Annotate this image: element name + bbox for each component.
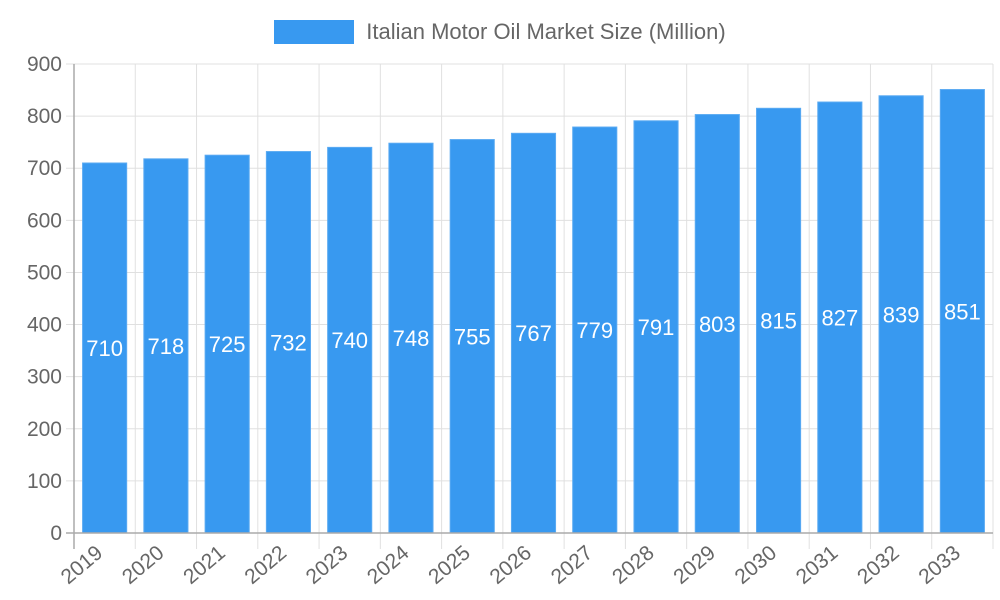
bar-2033[interactable]: [939, 89, 985, 534]
bar-2028[interactable]: [633, 120, 679, 534]
bar-value-label: 718: [148, 334, 185, 359]
x-tick-label: 2029: [669, 541, 720, 589]
legend-label: Italian Motor Oil Market Size (Million): [366, 19, 726, 44]
y-tick-label: 200: [27, 418, 62, 441]
x-tick-label: 2022: [240, 541, 291, 589]
y-tick-label: 700: [27, 157, 62, 180]
y-tick-label: 800: [27, 105, 62, 128]
bar-value-label: 791: [638, 315, 675, 340]
bar-value-label: 755: [454, 324, 491, 349]
bar-2027[interactable]: [572, 126, 618, 534]
x-tick-label: 2023: [302, 541, 353, 589]
bar-2031[interactable]: [817, 101, 863, 534]
axes: [66, 64, 993, 549]
bar-value-label: 827: [821, 306, 858, 331]
legend-swatch: [274, 20, 355, 44]
bar-value-label: 803: [699, 312, 736, 337]
bar-value-label: 732: [270, 330, 307, 355]
chart-legend[interactable]: Italian Motor Oil Market Size (Million): [0, 17, 1000, 47]
x-tick-label: 2033: [914, 541, 965, 589]
bar-value-label: 710: [86, 336, 123, 361]
bar-value-label: 748: [393, 326, 430, 351]
y-tick-label: 300: [27, 366, 62, 389]
x-tick-label: 2025: [424, 541, 475, 589]
x-tick-label: 2024: [363, 541, 414, 589]
y-tick-label: 400: [27, 314, 62, 337]
y-tick-label: 100: [27, 470, 62, 493]
bar-2024[interactable]: [388, 142, 434, 534]
bar-value-label: 851: [944, 299, 981, 324]
bar-value-label: 767: [515, 321, 552, 346]
bar-2020[interactable]: [143, 158, 189, 534]
x-tick-label: 2019: [57, 541, 108, 589]
bar-value-label: 815: [760, 309, 797, 334]
bars: [82, 89, 985, 534]
bar-value-label: 740: [331, 328, 368, 353]
y-tick-label: 600: [27, 209, 62, 232]
x-tick-label: 2020: [118, 541, 169, 589]
y-tick-label: 500: [27, 261, 62, 284]
bar-2025[interactable]: [449, 139, 495, 534]
x-tick-label: 2027: [547, 541, 598, 589]
bar-2030[interactable]: [756, 107, 802, 534]
x-tick-label: 2026: [486, 541, 537, 589]
bar-2022[interactable]: [265, 151, 311, 534]
y-tick-label: 0: [50, 522, 62, 545]
bar-2019[interactable]: [82, 162, 128, 534]
bar-value-label: 839: [883, 302, 920, 327]
x-tick-label: 2030: [731, 541, 782, 589]
bar-2029[interactable]: [694, 114, 740, 534]
x-tick-label: 2021: [179, 541, 230, 589]
bar-value-label: 725: [209, 332, 246, 357]
x-tick-label: 2032: [853, 541, 904, 589]
y-tick-label: 900: [27, 53, 62, 76]
x-tick-label: 2028: [608, 541, 659, 589]
bar-value-label: 779: [576, 318, 613, 343]
bar-2032[interactable]: [878, 95, 924, 534]
bar-2026[interactable]: [510, 132, 557, 534]
bar-2023[interactable]: [327, 146, 373, 534]
x-tick-label: 2031: [792, 541, 843, 589]
